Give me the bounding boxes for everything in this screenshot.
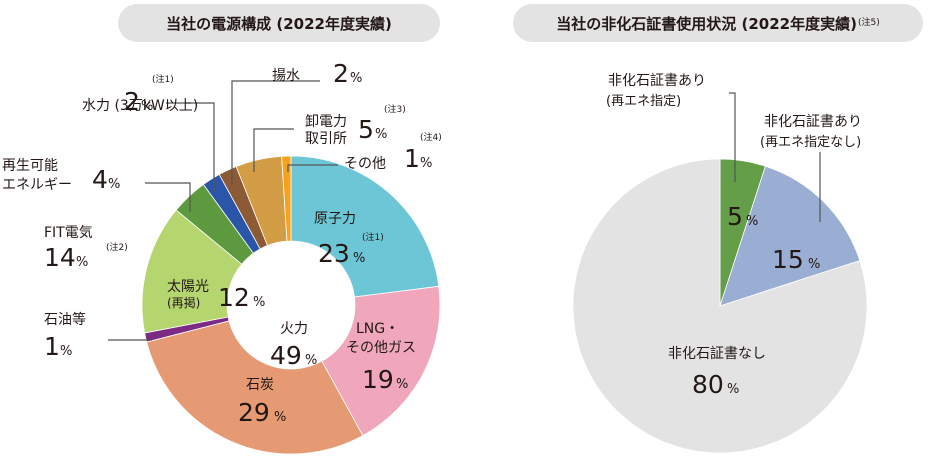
leader-renewable [145,182,191,212]
label-renewable: 再生可能 エネルギー [2,158,72,193]
certificate-slice-2 [572,158,868,454]
certificate-slice-1 [719,165,861,307]
pct-lng: % [396,377,408,392]
leader-lines [108,80,821,341]
right-chart-title-text: 当社の非化石証書使用状況 (2022年度実績) [556,14,857,33]
pct-other: % [420,156,432,171]
label-cert-nonrenew-line1: 非化石証書あり [764,114,862,130]
pct-oil: % [60,344,72,359]
power-mix-slice-9 [281,155,292,242]
label-renewable-line1: 再生可能 [2,158,58,174]
label-nuclear: 原子力 [314,211,356,227]
pct-cert-nonrenew: % [808,257,820,272]
note-nuclear: (注1) [362,231,384,243]
value-nuclear: 23 [318,239,350,268]
label-cert-nonrenew: 非化石証書あり (再エネ指定なし) [760,114,866,150]
label-lng-line1: LNG・ [356,321,399,337]
label-fit: FIT電気 [44,225,93,241]
label-exchange-line2: 取引所 [305,131,347,147]
leader-pumped [231,80,320,185]
pct-solar: % [253,295,265,310]
label-cert-renew: 非化石証書あり (再エネ指定) [606,73,710,109]
value-cert-nonrenew: 15 [772,245,804,274]
label-solar: 太陽光 (再掲) [167,279,213,310]
value-solar: 12 [218,283,250,312]
leader-other [287,164,338,172]
right-chart-title: 当社の非化石証書使用状況 (2022年度実績) (注5) [513,4,923,42]
label-cert-renew-line1: 非化石証書あり [608,73,706,89]
power-mix-slice-1 [321,285,441,437]
left-chart-title-text: 当社の電源構成 (2022年度実績) [166,14,392,33]
label-thermal: 火力 [280,321,308,337]
pct-exchange: % [375,127,387,142]
value-renewable: 4 [92,165,108,194]
power-mix-slice-2 [146,320,364,455]
label-lng: LNG・ その他ガス [346,321,416,356]
label-other: その他 [344,156,386,172]
pct-coal: % [274,410,286,425]
label-cert-renew-line2: (再エネ指定) [606,94,681,109]
power-mix-donut [141,155,441,455]
note-fit: (注2) [106,241,128,253]
pct-pumped: % [350,71,362,86]
pct-renewable: % [108,177,120,192]
right-chart-title-note: (注5) [857,17,880,28]
value-coal: 29 [238,398,270,427]
leader-cert-renew [729,92,736,182]
leader-hydro [166,102,215,192]
value-oil: 1 [44,332,60,361]
label-cert-nonrenew-line2: (再エネ指定なし) [760,135,861,150]
label-hydro: 水力 (3万kW以上) [82,98,198,114]
label-cert-none: 非化石証書なし [668,346,766,362]
label-coal: 石炭 [246,377,274,393]
label-pumped: 揚水 [272,67,300,84]
label-exchange: 卸電力 取引所 [305,114,351,147]
left-outside-labels: 水力 (3万kW以上) 2 % (注1) 揚水 2 % 卸電力 取引所 5 % … [2,59,442,361]
leader-exchange [253,128,294,172]
power-mix-slice-0 [290,155,440,298]
pct-cert-renew: % [746,214,758,229]
right-labels: 非化石証書あり (再エネ指定) 非化石証書あり (再エネ指定なし) 5 % 15… [606,73,866,399]
value-lng: 19 [362,365,394,394]
value-other: 1 [404,144,420,173]
pct-hydro: % [141,99,153,114]
label-solar-line1: 太陽光 [167,279,209,295]
value-pumped: 2 [333,59,349,88]
label-renewable-line2: エネルギー [2,177,72,193]
note-exchange: (注3) [384,103,406,115]
label-oil: 石油等 [44,311,86,328]
note-hydro: (注1) [152,73,174,85]
certificate-pie [572,158,868,454]
value-fit: 14 [44,243,76,272]
left-chart-title: 当社の電源構成 (2022年度実績) [118,4,440,42]
label-solar-line2: (再掲) [167,295,200,310]
value-exchange: 5 [358,115,374,144]
pct-fit: % [76,255,88,270]
note-other: (注4) [420,131,442,143]
value-hydro: 2 [124,87,140,116]
pct-nuclear: % [353,251,365,266]
value-thermal: 49 [270,341,302,370]
pct-thermal: % [305,353,317,368]
label-exchange-line1: 卸電力 [305,114,347,130]
left-inside-labels: 原子力 23 % (注1) LNG・ その他ガス 19 % 石炭 29 % 太陽… [167,211,416,427]
label-lng-line2: その他ガス [346,340,416,356]
pct-cert-none: % [727,382,739,397]
value-cert-none: 80 [692,370,724,399]
value-cert-renew: 5 [727,202,743,231]
